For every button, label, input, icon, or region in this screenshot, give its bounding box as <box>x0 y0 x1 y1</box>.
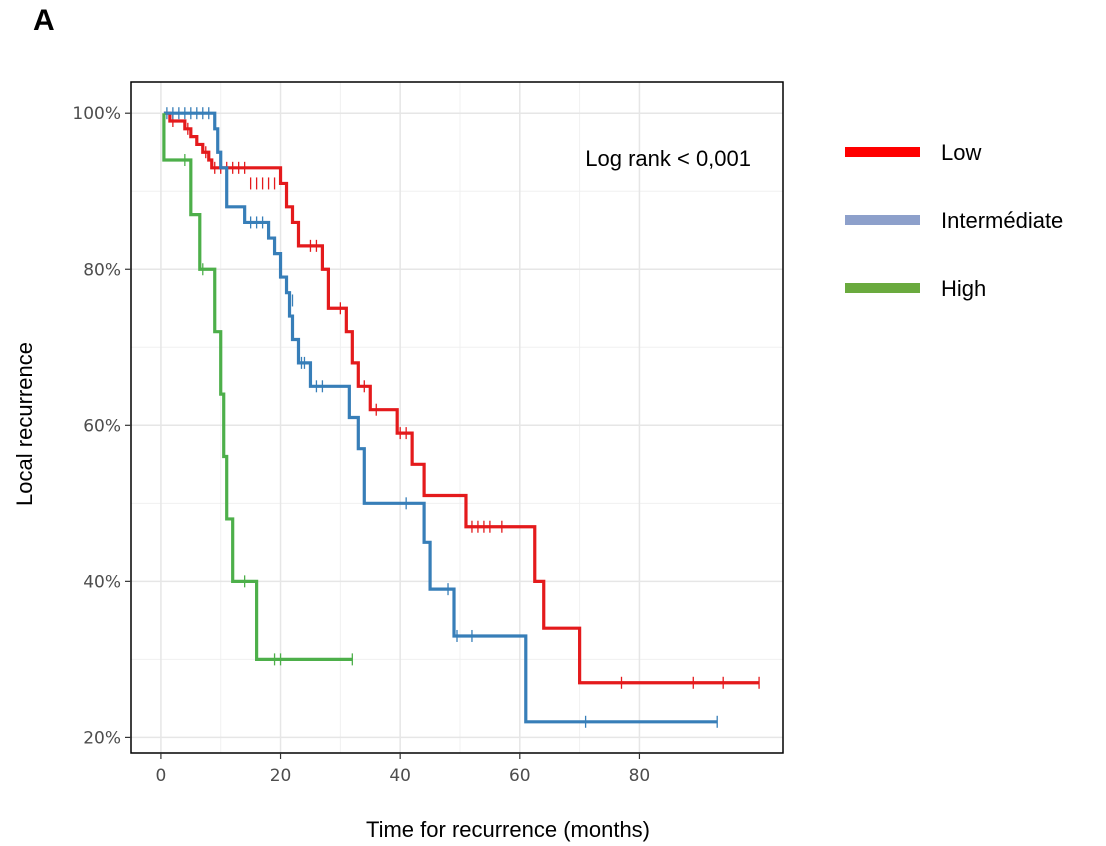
legend-label-high: High <box>941 276 986 301</box>
legend-key-interm-diate <box>845 215 920 225</box>
y-tick-label: 40% <box>83 572 121 592</box>
y-tick-label: 20% <box>83 728 121 748</box>
x-tick-label: 0 <box>155 766 166 786</box>
x-tick-label: 80 <box>629 766 651 786</box>
y-tick-label: 100% <box>72 104 121 124</box>
grid-lines <box>131 82 783 753</box>
y-tick-label: 60% <box>83 416 121 436</box>
y-axis-title: Local recurrence <box>12 342 37 506</box>
x-tick-label: 20 <box>270 766 292 786</box>
legend: Low Intermédiate High <box>845 140 1063 301</box>
series-line-low <box>163 111 760 685</box>
x-tick-label: 60 <box>509 766 531 786</box>
axis-ticks: 0 20 40 60 80 20% 40% 60% 80% 100% <box>72 104 650 786</box>
series-line-high <box>162 113 353 661</box>
legend-label-low: Low <box>941 140 981 165</box>
plot-border <box>130 81 784 754</box>
panel-label: A <box>33 4 55 37</box>
log-rank-annotation: Log rank < 0,001 <box>585 146 751 171</box>
legend-label-interm-diate: Intermédiate <box>941 208 1063 233</box>
legend-key-high <box>845 283 920 293</box>
legend-key-low <box>845 147 920 157</box>
series-line-interm-diate <box>163 111 718 724</box>
survival-curves <box>162 107 760 728</box>
y-tick-label: 80% <box>83 260 121 280</box>
x-tick-label: 40 <box>389 766 411 786</box>
x-axis-title: Time for recurrence (months) <box>366 817 650 842</box>
